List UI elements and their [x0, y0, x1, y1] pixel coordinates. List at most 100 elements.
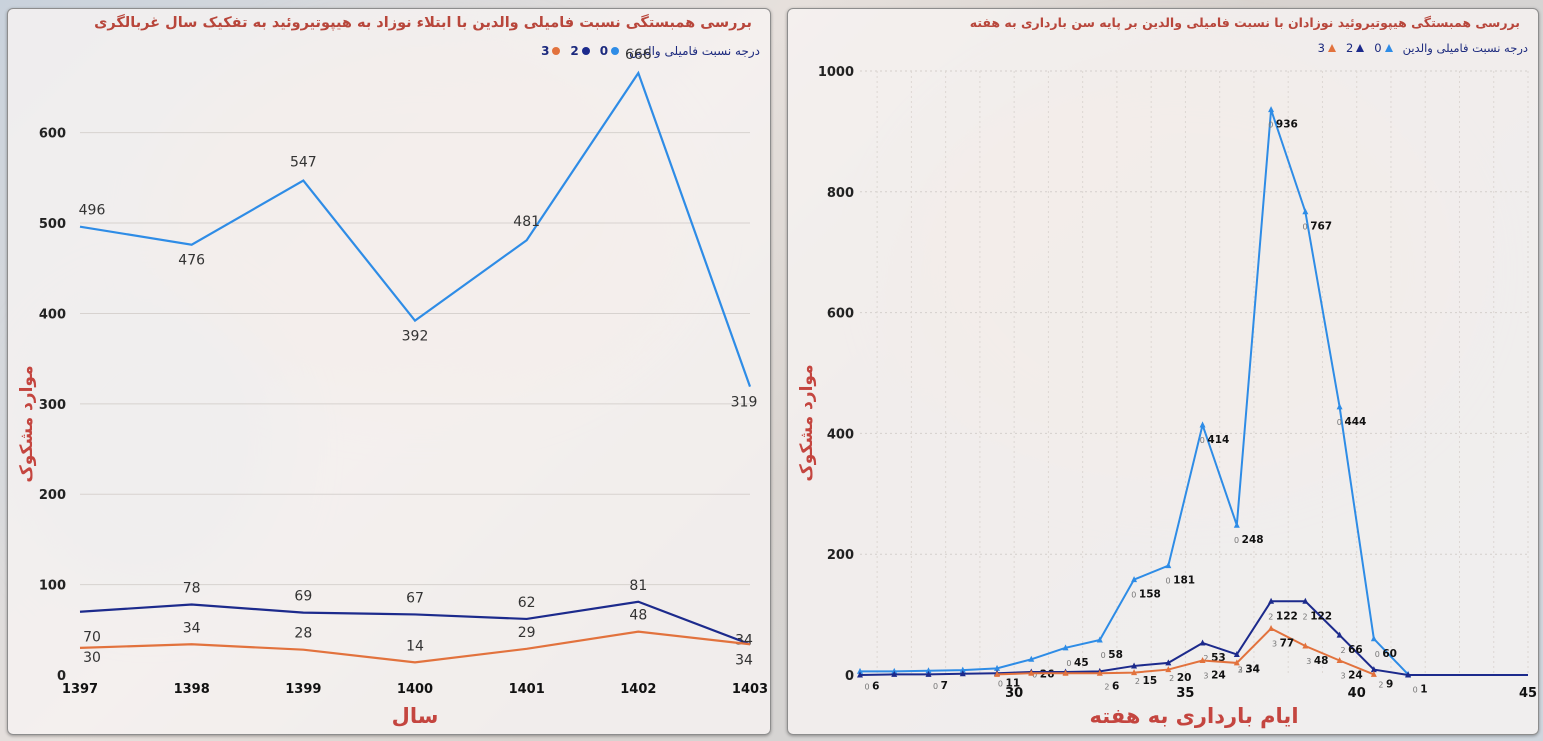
- point-marker-0: [1233, 521, 1240, 528]
- data-label: 34: [735, 652, 753, 668]
- data-label: 0 414: [1200, 434, 1230, 446]
- data-label: 0 181: [1166, 575, 1196, 587]
- point-marker-3: [1096, 669, 1103, 676]
- y-axis-label: موارد مشکوک: [797, 364, 817, 481]
- point-marker-2: [857, 671, 863, 678]
- data-label: 3 24: [1340, 670, 1362, 682]
- y-tick-label: 1000: [818, 65, 854, 80]
- point-marker-3: [1370, 670, 1377, 677]
- line-chart-by-gestation: 0 200 400 600 800 1000 30 35 40 45 ایام بارداری به…: [797, 65, 1537, 728]
- point-marker-0: [1199, 421, 1206, 428]
- legend-item-2[interactable]: 2: [570, 44, 590, 58]
- data-label: 0 26: [1032, 668, 1054, 680]
- data-label: 34: [735, 632, 753, 648]
- data-label: 0 45: [1066, 657, 1088, 669]
- series-line-2: [79, 600, 751, 646]
- data-label: 0 6: [865, 680, 880, 692]
- x-tick-label: 1400: [397, 682, 433, 697]
- data-label: 2 9: [1378, 679, 1393, 691]
- point-marker-0: [1062, 644, 1069, 651]
- x-tick-label: 1397: [62, 682, 98, 697]
- y-tick-label: 800: [827, 186, 854, 201]
- data-label: 67: [406, 590, 424, 606]
- chart-panel-by-year: بررسی همبستگی نسبت فامیلی والدین با ابتل…: [7, 8, 771, 735]
- chart-panel-by-gestation: بررسی همبستگی هیپوتیروئید نوزادان با نسب…: [787, 8, 1539, 735]
- data-label: 2 66: [1340, 644, 1362, 656]
- point-marker-3: [1062, 669, 1069, 676]
- point-marker-0: [1028, 655, 1035, 662]
- data-label: 62: [518, 595, 536, 611]
- data-label: 0 58: [1101, 649, 1123, 661]
- point-marker-2: [1302, 597, 1309, 604]
- data-label: 3 34: [1238, 663, 1260, 675]
- chart-title: بررسی همبستگی هیپوتیروئید نوزادان با نسب…: [969, 15, 1520, 30]
- x-axis-label: سال: [392, 704, 439, 728]
- point-marker-2: [959, 670, 966, 677]
- data-label: 14: [406, 638, 424, 654]
- data-label: 0 936: [1268, 119, 1298, 131]
- point-marker-3: [994, 670, 1001, 677]
- data-label: 0 444: [1337, 416, 1367, 428]
- x-tick-label: 1402: [620, 682, 656, 697]
- data-label: 34: [183, 620, 201, 636]
- data-label: 481: [513, 214, 540, 230]
- y-tick-label: 600: [827, 307, 854, 322]
- y-axis-label: موارد مشکوک: [17, 365, 37, 482]
- chart-title: بررسی همبستگی نسبت فامیلی والدین با ابتل…: [94, 15, 752, 31]
- dot-icon: [611, 47, 620, 55]
- data-label: 3 48: [1306, 655, 1328, 667]
- point-marker-0: [857, 667, 863, 674]
- x-tick-label: 35: [1176, 686, 1194, 701]
- data-label: 2 34: [1238, 663, 1260, 675]
- legend-title: درجه نسبت فامیلی والدین: [1402, 41, 1528, 55]
- y-tick-label: 400: [827, 427, 854, 442]
- data-label: 0 158: [1131, 589, 1161, 601]
- point-marker-3: [1028, 669, 1035, 676]
- legend-item-3[interactable]: 3: [1318, 41, 1336, 55]
- point-marker-3: [1336, 657, 1343, 664]
- y-tick-label: 0: [57, 669, 66, 684]
- point-marker-2: [1131, 662, 1138, 669]
- data-label: 547: [290, 155, 317, 171]
- point-marker-0: [1336, 403, 1343, 410]
- point-marker-2: [891, 670, 898, 677]
- y-tick-label: 300: [39, 398, 66, 413]
- legend: درجه نسبت فامیلی والدین 0 2 3: [541, 44, 760, 58]
- dot-icon: [581, 47, 590, 55]
- y-tick-label: 0: [845, 669, 854, 684]
- point-marker-0: [994, 664, 1001, 671]
- legend-item-2[interactable]: 2: [1346, 41, 1365, 55]
- x-tick-label: 1403: [732, 682, 768, 697]
- series-line-3: [79, 630, 751, 664]
- data-label: 2 122: [1268, 610, 1298, 622]
- point-marker-2: [1268, 597, 1275, 604]
- x-axis-label: ایام بارداری به هفته: [1089, 704, 1298, 728]
- legend: درجه نسبت فامیلی والدین 0 2 3: [1318, 41, 1528, 55]
- point-marker-0: [1131, 576, 1138, 583]
- x-tick-label: 30: [1005, 686, 1023, 701]
- y-tick-label: 500: [39, 217, 66, 232]
- point-marker-3: [1165, 666, 1172, 673]
- legend-item-0[interactable]: 0: [1374, 41, 1393, 55]
- point-marker-2: [1199, 639, 1206, 646]
- point-marker-2: [1405, 671, 1412, 678]
- triangle-icon: [1384, 44, 1393, 52]
- data-label: 0 1: [1413, 683, 1428, 695]
- point-marker-3: [1199, 657, 1206, 664]
- point-marker-0: [891, 667, 898, 674]
- data-label: 666: [625, 47, 652, 63]
- data-label: 2 6: [1104, 680, 1119, 692]
- x-tick-label: 40: [1348, 686, 1366, 701]
- x-tick-label: 45: [1519, 686, 1537, 701]
- point-marker-3: [1268, 624, 1275, 631]
- triangle-icon: [1327, 44, 1336, 52]
- legend-item-3[interactable]: 3: [541, 44, 561, 58]
- legend-item-0[interactable]: 0: [600, 44, 620, 58]
- point-marker-2: [1370, 666, 1377, 673]
- point-marker-0: [959, 666, 966, 673]
- data-label: 0 7: [933, 680, 948, 692]
- data-label: 2 20: [1169, 672, 1191, 684]
- triangle-icon: [1356, 44, 1365, 52]
- data-label: 69: [294, 589, 312, 605]
